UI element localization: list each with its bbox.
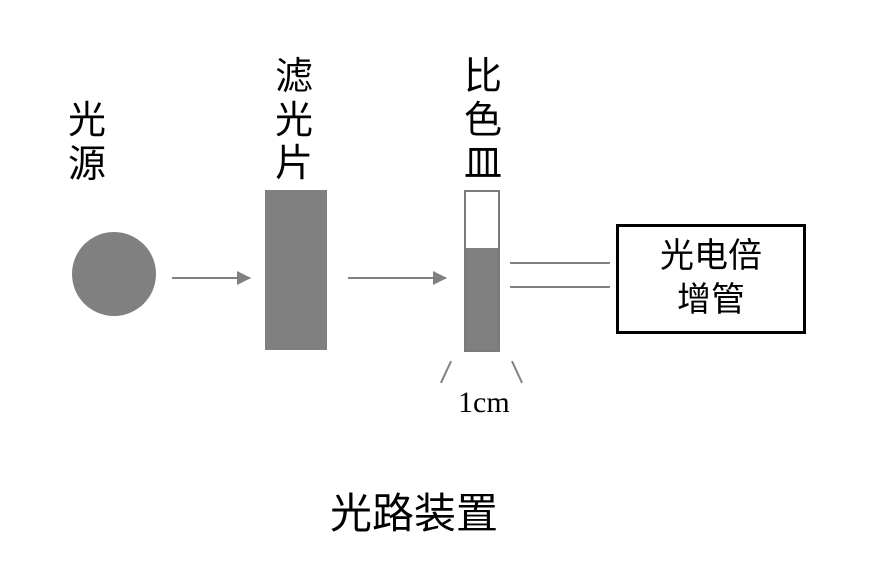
light-source-icon [72, 232, 156, 316]
light-source-label: 光 源 [68, 100, 106, 187]
cuvette-empty-part [466, 192, 498, 248]
detector-label: 光电倍 增管 [660, 235, 762, 323]
cuvette-filled-part [466, 248, 498, 350]
diagram-caption: 光路装置 [330, 480, 498, 541]
cuvette-icon [464, 190, 500, 352]
output-line-bottom [510, 286, 610, 288]
filter-icon [265, 190, 327, 350]
cuvette-label: 比 色 皿 [464, 56, 502, 187]
dimension-label: 1cm [458, 386, 510, 420]
output-line-top [510, 262, 610, 264]
dimension-tick-right [511, 361, 523, 384]
filter-label: 滤 光 片 [275, 56, 313, 187]
arrow-2 [348, 277, 446, 279]
dimension-tick-left [440, 361, 452, 384]
optical-path-diagram: 光 源 .arrow[data-name="arrow-1"]::after {… [50, 40, 840, 540]
arrow-1 [172, 277, 250, 279]
photomultiplier-box: 光电倍 增管 [616, 224, 806, 334]
